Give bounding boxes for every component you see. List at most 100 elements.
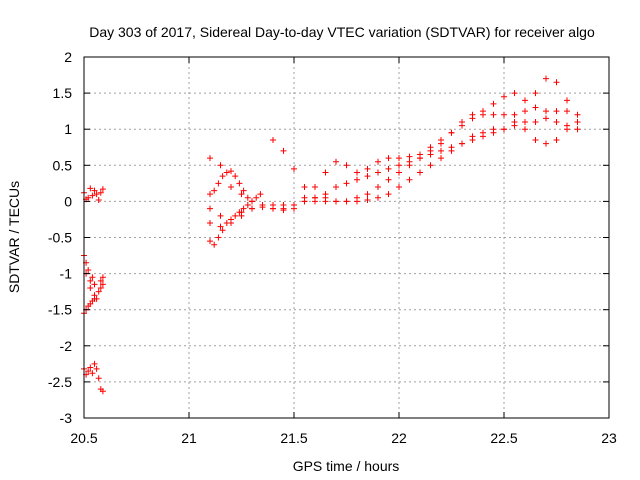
- data-point: [364, 173, 371, 180]
- data-point: [236, 180, 243, 187]
- data-point: [438, 155, 444, 162]
- data-point: [343, 180, 350, 187]
- data-point: [207, 220, 213, 227]
- data-marks: [81, 75, 581, 395]
- data-point: [469, 111, 476, 118]
- y-tick-label: -0.5: [48, 230, 72, 246]
- data-point: [259, 204, 266, 211]
- data-point: [99, 388, 106, 395]
- data-point: [228, 216, 234, 223]
- data-point: [564, 97, 570, 104]
- data-point: [85, 194, 92, 201]
- data-point: [364, 191, 371, 198]
- data-point: [240, 205, 247, 212]
- data-point: [543, 140, 549, 147]
- data-point: [574, 118, 581, 125]
- data-point: [543, 75, 549, 82]
- data-point: [99, 186, 106, 193]
- series-early-arc-e: [207, 191, 264, 248]
- data-point: [99, 274, 106, 281]
- x-tick-label: 22.5: [490, 430, 517, 446]
- y-tick-label: -2.5: [48, 374, 72, 390]
- data-point: [438, 147, 444, 154]
- data-point: [385, 165, 392, 172]
- data-point: [228, 168, 234, 175]
- data-point: [91, 295, 98, 302]
- series-early-upper: [81, 185, 106, 203]
- data-point: [511, 111, 518, 118]
- x-axis-label: GPS time / hours: [293, 458, 400, 474]
- x-tick-label: 22: [391, 430, 407, 446]
- data-point: [85, 266, 92, 273]
- x-tick-label: 20.5: [70, 430, 97, 446]
- data-point: [89, 192, 96, 199]
- data-point: [301, 198, 308, 205]
- data-point: [244, 202, 251, 209]
- data-point: [427, 147, 434, 154]
- data-point: [322, 198, 329, 205]
- data-point: [207, 238, 213, 245]
- data-point: [532, 90, 539, 97]
- data-point: [312, 194, 318, 201]
- data-point: [97, 285, 104, 292]
- data-point: [228, 183, 234, 190]
- data-point: [87, 285, 94, 292]
- data-point: [91, 281, 98, 288]
- data-point: [511, 118, 518, 125]
- data-point: [211, 241, 218, 248]
- series-arc-a: [207, 115, 581, 230]
- data-point: [553, 137, 560, 144]
- data-point: [217, 223, 224, 230]
- data-point: [215, 234, 222, 241]
- data-point: [95, 375, 102, 382]
- y-tick-label: 2: [64, 49, 72, 65]
- data-point: [469, 133, 476, 140]
- data-point: [375, 194, 381, 201]
- data-point: [343, 198, 350, 205]
- data-point: [532, 104, 539, 111]
- data-point: [406, 176, 413, 183]
- data-point: [93, 365, 100, 372]
- data-point: [87, 185, 94, 192]
- y-tick-label: -1: [60, 266, 73, 282]
- x-tick-label: 23: [601, 430, 617, 446]
- data-point: [91, 360, 98, 367]
- data-point: [291, 202, 297, 209]
- y-tick-labels: 2 1.5 1 0.5 0 -0.5 -1 -1.5 -2 -2.5 -3: [48, 49, 72, 426]
- data-point: [459, 118, 465, 125]
- data-point: [95, 196, 102, 203]
- data-point: [490, 126, 497, 133]
- data-point: [223, 220, 230, 227]
- data-point: [215, 180, 222, 187]
- data-point: [448, 129, 455, 136]
- data-point: [343, 162, 350, 169]
- data-point: [270, 137, 276, 144]
- grid: [84, 57, 609, 418]
- data-point: [89, 274, 96, 281]
- data-point: [417, 169, 423, 176]
- data-point: [93, 191, 100, 198]
- data-point: [417, 155, 423, 162]
- data-point: [217, 162, 224, 169]
- data-point: [532, 118, 539, 125]
- data-point: [364, 196, 371, 203]
- data-point: [490, 100, 497, 107]
- data-point: [301, 183, 308, 190]
- data-point: [232, 173, 239, 180]
- data-point: [280, 202, 287, 209]
- data-point: [522, 126, 528, 133]
- data-point: [89, 370, 96, 377]
- data-point: [532, 137, 539, 144]
- data-point: [427, 162, 434, 169]
- data-point: [375, 183, 381, 190]
- data-point: [522, 97, 528, 104]
- data-point: [438, 140, 444, 147]
- data-point: [312, 183, 318, 190]
- data-point: [522, 108, 528, 115]
- data-point: [291, 165, 297, 172]
- data-point: [564, 108, 570, 115]
- data-point: [396, 169, 402, 176]
- y-tick-label: 0.5: [53, 157, 73, 173]
- y-tick-label: -1.5: [48, 302, 72, 318]
